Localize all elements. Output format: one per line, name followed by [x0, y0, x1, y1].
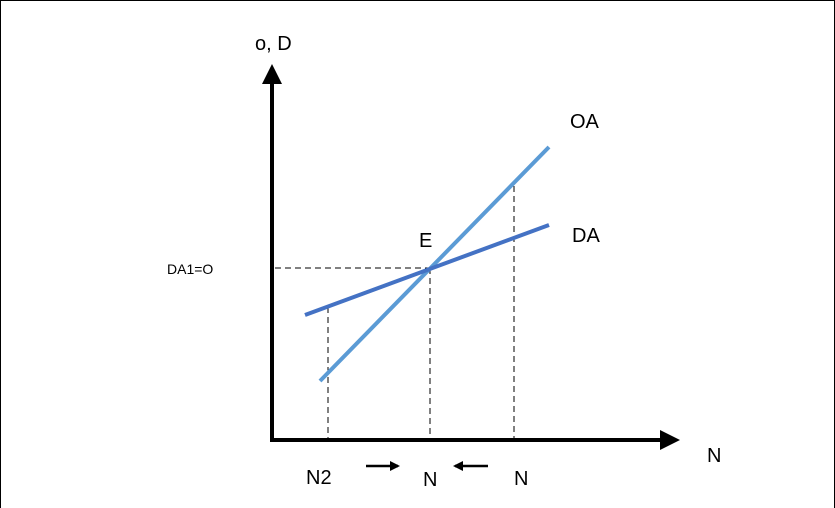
da-line-label: DA	[572, 225, 600, 247]
n-right-tick-label: N	[514, 468, 528, 490]
y-axis-label: o, D	[255, 33, 292, 55]
x-axis-label: N	[707, 445, 721, 467]
equilibrium-label: E	[419, 230, 432, 252]
da-line	[304, 223, 550, 317]
equilibrium-level-label: DA1=O	[167, 261, 213, 277]
n-center-tick-label: N	[423, 469, 437, 491]
oa-line	[318, 145, 551, 383]
n2-tick-label: N2	[306, 467, 332, 489]
oa-line-label: OA	[570, 111, 600, 133]
